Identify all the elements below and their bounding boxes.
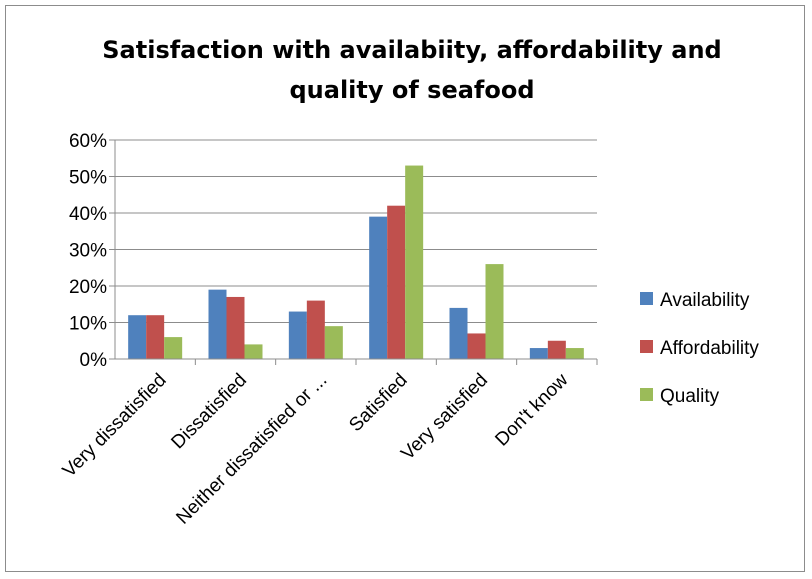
bar-quality <box>565 348 584 359</box>
y-tick-label: 60% <box>69 131 107 152</box>
y-tick-label: 30% <box>69 241 107 262</box>
bar-availability <box>449 307 468 359</box>
y-tick-label: 20% <box>69 277 107 298</box>
legend-label-affordability: Affordability <box>660 338 759 359</box>
chart-title-line-2: quality of seafood <box>289 76 534 104</box>
bars <box>128 165 584 359</box>
legend-label-availability: Availability <box>660 290 750 311</box>
chart-title-line-1: Satisfaction with availabiity, affordabi… <box>102 36 721 64</box>
legend-swatch-availability <box>640 292 653 305</box>
bar-quality <box>244 344 263 359</box>
x-tick-label: Satisfied <box>345 370 411 436</box>
bar-quality <box>164 337 183 359</box>
bar-quality <box>324 326 343 359</box>
bar-affordability <box>467 333 486 359</box>
y-tick-label: 10% <box>69 314 107 335</box>
y-tick-label: 50% <box>69 168 107 189</box>
bar-affordability <box>547 340 566 359</box>
gridlines <box>115 139 597 323</box>
y-tick-label: 40% <box>69 204 107 225</box>
y-tick-label: 0% <box>80 350 108 371</box>
legend-swatch-affordability <box>640 340 653 353</box>
y-axis-ticks: 0% 10% 20% 30% 40% 50% 60% <box>69 131 115 371</box>
x-tick-label: Neither dissatisfied or ... <box>172 370 331 529</box>
bar-quality <box>405 165 424 359</box>
bar-availability <box>288 311 307 359</box>
x-tick-label: Dissatisfied <box>167 370 251 454</box>
bar-affordability <box>387 205 406 359</box>
legend: Availability Affordability Quality <box>640 290 759 407</box>
x-tick-label: Very dissatisfied <box>59 370 171 482</box>
bar-affordability <box>146 315 165 359</box>
legend-label-quality: Quality <box>660 386 720 407</box>
bar-affordability <box>226 296 245 359</box>
bar-availability <box>529 348 548 359</box>
x-tick-label: Very satisfied <box>397 370 492 465</box>
bar-quality <box>485 264 504 359</box>
bar-availability <box>128 315 147 359</box>
x-axis <box>114 140 598 365</box>
bar-affordability <box>306 300 325 359</box>
x-tick-label: Don't know <box>491 369 572 450</box>
bar-availability <box>369 216 388 359</box>
bar-availability <box>208 289 227 359</box>
legend-swatch-quality <box>640 388 653 401</box>
